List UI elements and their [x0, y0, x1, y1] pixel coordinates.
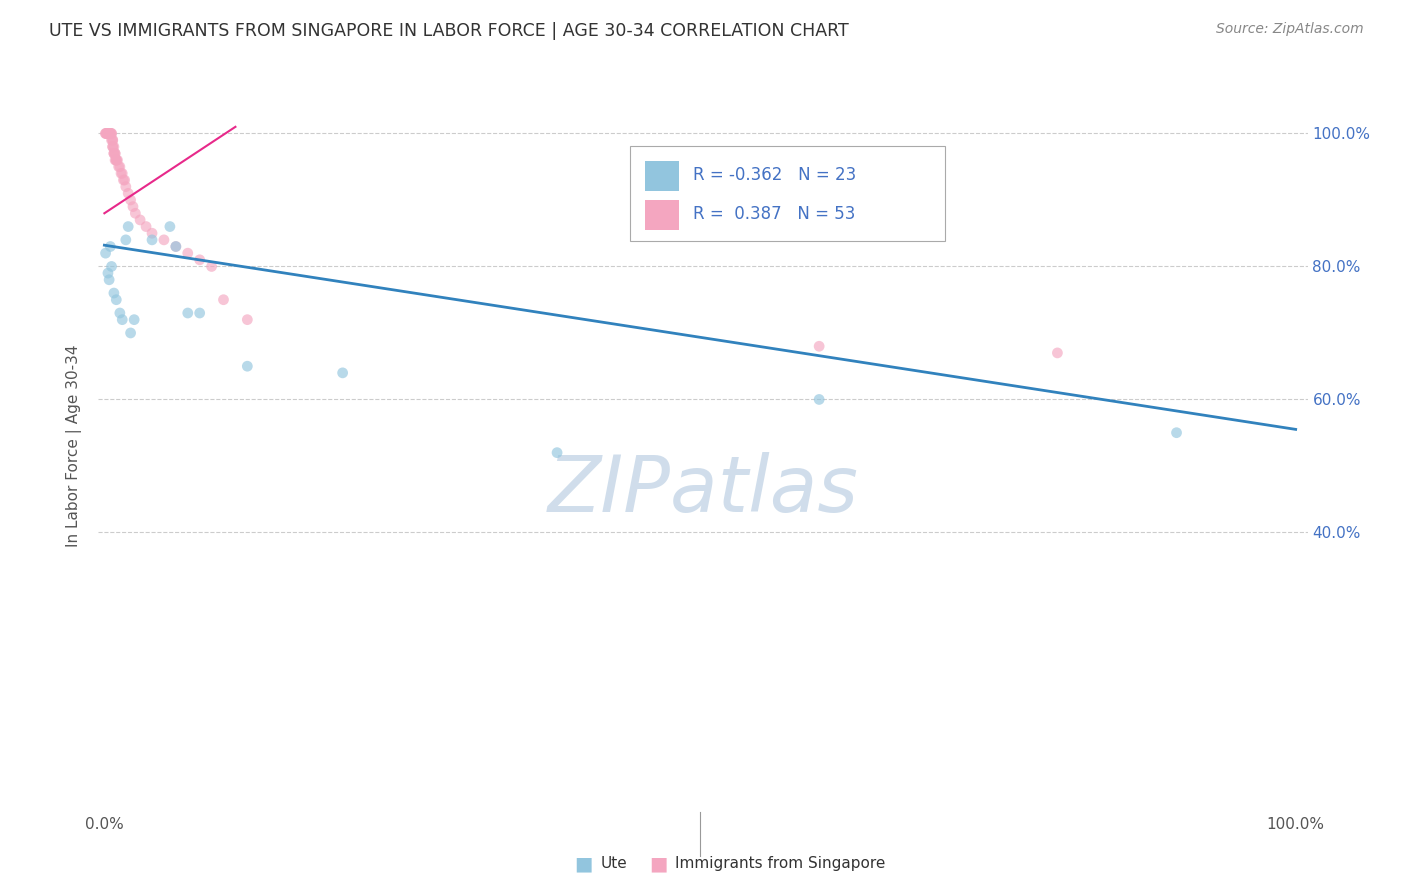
Point	[101, 140, 124, 154]
Text: ■: ■	[574, 854, 593, 873]
FancyBboxPatch shape	[630, 146, 945, 241]
Point	[105, 293, 128, 307]
Point	[94, 127, 117, 141]
Text: Source: ZipAtlas.com: Source: ZipAtlas.com	[1216, 22, 1364, 37]
Point	[546, 445, 568, 459]
Point	[101, 133, 124, 147]
Point	[97, 127, 120, 141]
Point	[98, 127, 121, 141]
Point	[98, 273, 121, 287]
Point	[100, 127, 122, 141]
Point	[100, 133, 122, 147]
Point	[122, 312, 145, 326]
Point	[94, 246, 117, 260]
Point	[188, 306, 211, 320]
Point	[200, 260, 222, 274]
Point	[153, 233, 176, 247]
Point	[104, 153, 127, 167]
Text: Immigrants from Singapore: Immigrants from Singapore	[675, 856, 886, 871]
Point	[94, 127, 117, 141]
Point	[108, 306, 131, 320]
Point	[104, 146, 127, 161]
Point	[96, 127, 118, 141]
Point	[165, 239, 187, 253]
Point	[114, 179, 136, 194]
Point	[97, 127, 120, 141]
Point	[100, 127, 122, 141]
Point	[96, 127, 118, 141]
Point	[104, 146, 127, 161]
Point	[103, 286, 125, 301]
Point	[105, 153, 128, 167]
Point	[108, 160, 131, 174]
Point	[1166, 425, 1188, 440]
Point	[120, 326, 142, 340]
Point	[103, 146, 125, 161]
Point	[129, 213, 152, 227]
Point	[114, 173, 136, 187]
Point	[110, 166, 132, 180]
Point	[141, 226, 163, 240]
Point	[98, 239, 121, 253]
Point	[177, 306, 200, 320]
Point	[135, 219, 157, 234]
Text: R = -0.362   N = 23: R = -0.362 N = 23	[693, 167, 856, 185]
Point	[98, 127, 121, 141]
Point	[808, 392, 831, 407]
Point	[107, 160, 129, 174]
FancyBboxPatch shape	[645, 161, 679, 192]
Point	[122, 200, 145, 214]
Point	[111, 166, 134, 180]
Text: UTE VS IMMIGRANTS FROM SINGAPORE IN LABOR FORCE | AGE 30-34 CORRELATION CHART: UTE VS IMMIGRANTS FROM SINGAPORE IN LABO…	[49, 22, 849, 40]
Point	[236, 312, 259, 326]
Point	[177, 246, 200, 260]
Point	[98, 127, 121, 141]
Point	[103, 146, 125, 161]
Text: Ute: Ute	[600, 856, 627, 871]
Point	[96, 127, 118, 141]
FancyBboxPatch shape	[645, 200, 679, 230]
Point	[808, 339, 831, 353]
Point	[188, 252, 211, 267]
Point	[98, 127, 121, 141]
Point	[159, 219, 181, 234]
Point	[236, 359, 259, 374]
Point	[141, 233, 163, 247]
Point	[117, 186, 139, 201]
Text: R =  0.387   N = 53: R = 0.387 N = 53	[693, 205, 856, 223]
Point	[124, 206, 146, 220]
Point	[101, 133, 124, 147]
Point	[97, 266, 120, 280]
Point	[100, 260, 122, 274]
Point	[332, 366, 354, 380]
Y-axis label: In Labor Force | Age 30-34: In Labor Force | Age 30-34	[66, 344, 83, 548]
Point	[112, 173, 135, 187]
Point	[120, 193, 142, 207]
Point	[101, 140, 124, 154]
Point	[111, 312, 134, 326]
Point	[165, 239, 187, 253]
Point	[98, 127, 121, 141]
Point	[1046, 346, 1069, 360]
Point	[212, 293, 235, 307]
Point	[114, 233, 136, 247]
Point	[103, 140, 125, 154]
Point	[105, 153, 128, 167]
Point	[117, 219, 139, 234]
Point	[107, 153, 129, 167]
Point	[97, 127, 120, 141]
Text: ZIPatlas: ZIPatlas	[547, 452, 859, 528]
Point	[105, 153, 128, 167]
Text: ■: ■	[648, 854, 668, 873]
